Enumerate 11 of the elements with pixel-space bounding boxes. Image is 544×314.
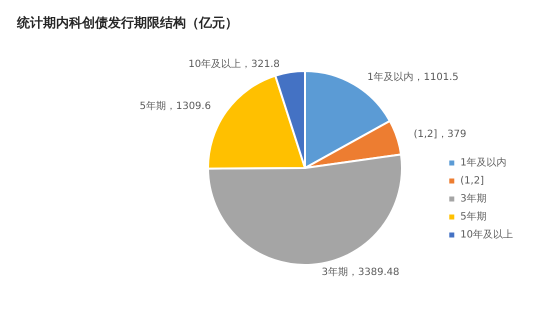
data-label: (1,2]，379 [414,129,466,140]
chart-title: 统计期内科创债发行期限结构（亿元） [16,15,238,31]
data-label: 10年及以上，321.8 [188,58,280,70]
data-label: 5年期，1309.6 [140,100,211,112]
legend-label: 1年及以内 [460,156,507,168]
legend-label: 10年及以上 [460,228,514,240]
data-label: 1年及以内，1101.5 [367,71,459,84]
data-label: 3年期，3389.48 [322,266,400,278]
legend-label: (1,2] [460,176,484,186]
legend-label: 5年期 [460,210,487,222]
legend-label: 3年期 [460,192,487,204]
